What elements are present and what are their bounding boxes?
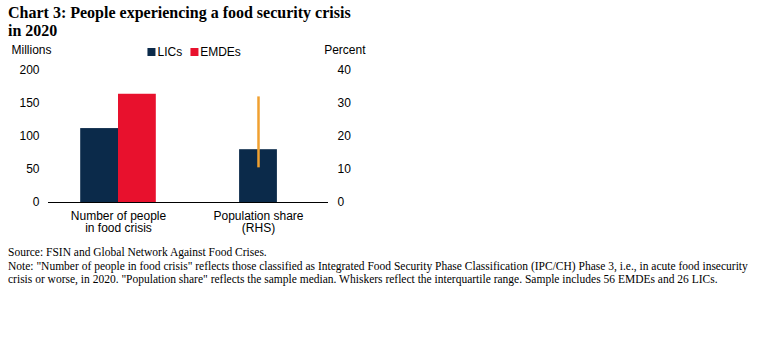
svg-text:Percent: Percent [324, 43, 366, 57]
html-text:Source: FSIN and Global Networ: Source: FSIN and Global Network Against … [8, 246, 267, 258]
svg-text:10: 10 [338, 162, 352, 176]
html-text:Note: "Number of people in foo: Note: "Number of people in food crisis" … [8, 259, 748, 285]
svg-text:200: 200 [19, 63, 39, 77]
svg-text:Millions: Millions [12, 43, 52, 57]
svg-text:Number of peoplein food crisis: Number of peoplein food crisis [71, 209, 167, 235]
svg-text:20: 20 [338, 129, 352, 143]
svg-text:30: 30 [338, 96, 352, 110]
html-text:Chart 3: People experiencing a: Chart 3: People experiencing a food secu… [8, 4, 351, 39]
html-text:LICs: LICs [157, 45, 183, 59]
svg-text:150: 150 [19, 96, 39, 110]
svg-text:40: 40 [338, 63, 352, 77]
svg-text:Population share(RHS): Population share(RHS) [213, 209, 303, 235]
svg-text:100: 100 [19, 129, 39, 143]
svg-text:0: 0 [338, 195, 345, 209]
svg-text:0: 0 [33, 195, 40, 209]
svg-text:50: 50 [26, 162, 40, 176]
html-text:EMDEs: EMDEs [200, 45, 241, 59]
